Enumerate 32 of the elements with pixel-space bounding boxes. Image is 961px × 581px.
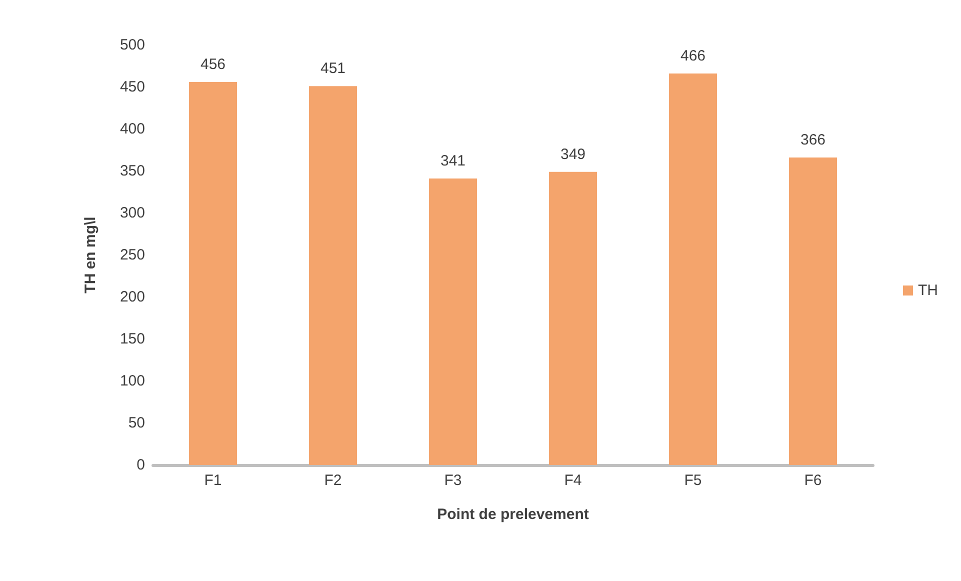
y-tick-label: 200	[120, 288, 145, 306]
bar	[429, 178, 477, 465]
legend-label: TH	[918, 282, 938, 299]
y-tick-label: 250	[120, 246, 145, 264]
bar	[549, 172, 597, 465]
bar	[789, 158, 837, 465]
y-tick-label: 400	[120, 120, 145, 138]
x-axis-title: Point de prelevement	[437, 506, 589, 523]
bar	[309, 86, 357, 465]
y-tick-label: 100	[120, 372, 145, 390]
data-label: 341	[440, 152, 466, 170]
bar	[189, 82, 237, 465]
x-tick-label: F5	[684, 472, 702, 489]
x-tick-label: F6	[804, 472, 822, 489]
data-label: 466	[680, 48, 706, 65]
y-tick-label: 450	[120, 78, 145, 96]
bar	[669, 74, 717, 465]
data-label: 451	[320, 60, 346, 78]
y-tick-label: 350	[120, 162, 145, 180]
y-tick-label: 150	[120, 330, 145, 348]
y-axis-title: TH en mg\l	[82, 216, 99, 294]
data-label: 456	[200, 56, 226, 73]
data-label: 366	[800, 132, 826, 149]
x-tick-label: F3	[444, 472, 462, 489]
x-tick-label: F2	[324, 472, 342, 489]
x-tick-label: F4	[564, 472, 582, 489]
y-tick-label: 500	[120, 36, 145, 54]
y-tick-label: 0	[136, 456, 145, 474]
y-tick-label: 300	[120, 204, 145, 222]
x-tick-label: F1	[204, 472, 222, 489]
y-tick-label: 50	[128, 414, 145, 432]
data-label: 349	[560, 146, 586, 163]
